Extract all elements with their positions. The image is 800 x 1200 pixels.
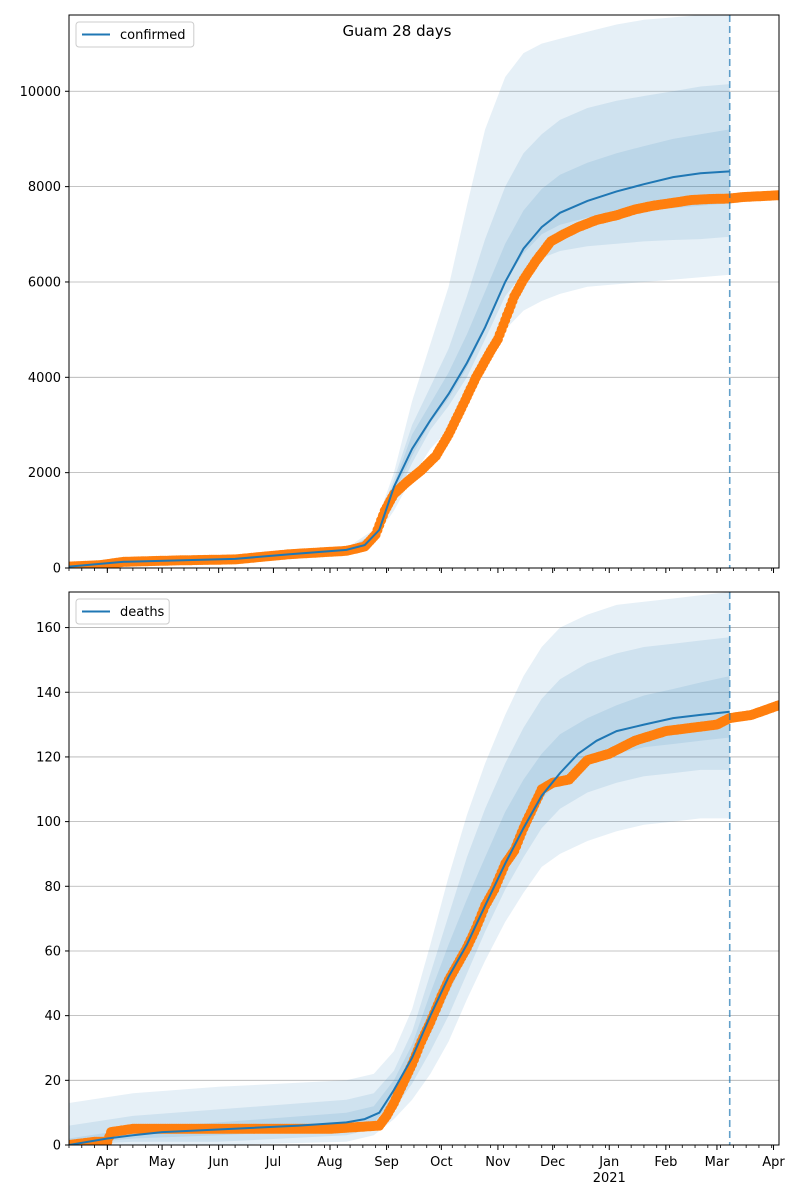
y-tick-label: 40 — [44, 1009, 61, 1024]
axes-frame — [68, 591, 780, 1146]
y-tick-label: 140 — [36, 686, 61, 701]
x-tick-label: Nov — [485, 1155, 511, 1170]
chart-title: Guam 28 days — [343, 22, 452, 40]
y-tick-label: 60 — [44, 944, 61, 959]
confidence-band — [69, 592, 730, 1145]
observed-point — [774, 700, 779, 711]
model-series-line — [69, 170, 730, 568]
y-tick-label: 100 — [36, 815, 61, 830]
x-tick-label: Oct — [430, 1155, 452, 1170]
y-tick-label: 6000 — [28, 275, 61, 290]
axes-frame — [68, 14, 780, 569]
x-tick-label: Apr — [96, 1155, 119, 1170]
y-tick-label: 160 — [36, 621, 61, 636]
legend: deaths — [75, 598, 170, 625]
observed-series — [69, 700, 779, 1145]
observed-point — [774, 190, 779, 201]
legend-label: deaths — [120, 605, 165, 620]
confidence-band — [69, 84, 730, 567]
y-tick-label: 10000 — [20, 85, 61, 100]
x-tick-label: Dec — [540, 1155, 565, 1170]
y-tick-label: 80 — [44, 880, 61, 895]
x-tick-label: Jan — [598, 1155, 619, 1170]
x-tick-label: Jul — [265, 1155, 282, 1170]
confidence-band — [69, 15, 730, 567]
x-tick-label: May — [149, 1155, 176, 1170]
confidence-band — [69, 676, 730, 1145]
model-series-line — [69, 710, 730, 1145]
x-tick-label: Aug — [317, 1155, 342, 1170]
confirmed-panel: 0 2000 4000 6000 8000 10000 confirmed — [20, 14, 780, 577]
legend: confirmed — [75, 21, 195, 48]
deaths-panel: 0 20 40 60 80 100 120 140 160 Apr May Jun Jul Aug Sep O… — [36, 591, 785, 1186]
y-tick-label: 2000 — [28, 466, 61, 481]
x-tick-label: Sep — [374, 1155, 399, 1170]
x-tick-label: Apr — [762, 1155, 785, 1170]
legend-label: confirmed — [120, 28, 186, 43]
y-tick-label: 0 — [53, 1139, 61, 1154]
x-year-label: 2021 — [593, 1171, 626, 1186]
y-tick-label: 8000 — [28, 180, 61, 195]
confidence-band — [69, 129, 730, 567]
confidence-band — [69, 637, 730, 1145]
x-tick-label: Mar — [705, 1155, 730, 1170]
x-tick-label: Jun — [208, 1155, 229, 1170]
y-tick-label: 120 — [36, 750, 61, 765]
legend-box — [75, 21, 195, 48]
y-tick-label: 20 — [44, 1074, 61, 1089]
legend-box — [75, 598, 170, 625]
x-tick-label: Feb — [654, 1155, 677, 1170]
y-tick-label: 4000 — [28, 371, 61, 386]
y-tick-label: 0 — [53, 562, 61, 577]
